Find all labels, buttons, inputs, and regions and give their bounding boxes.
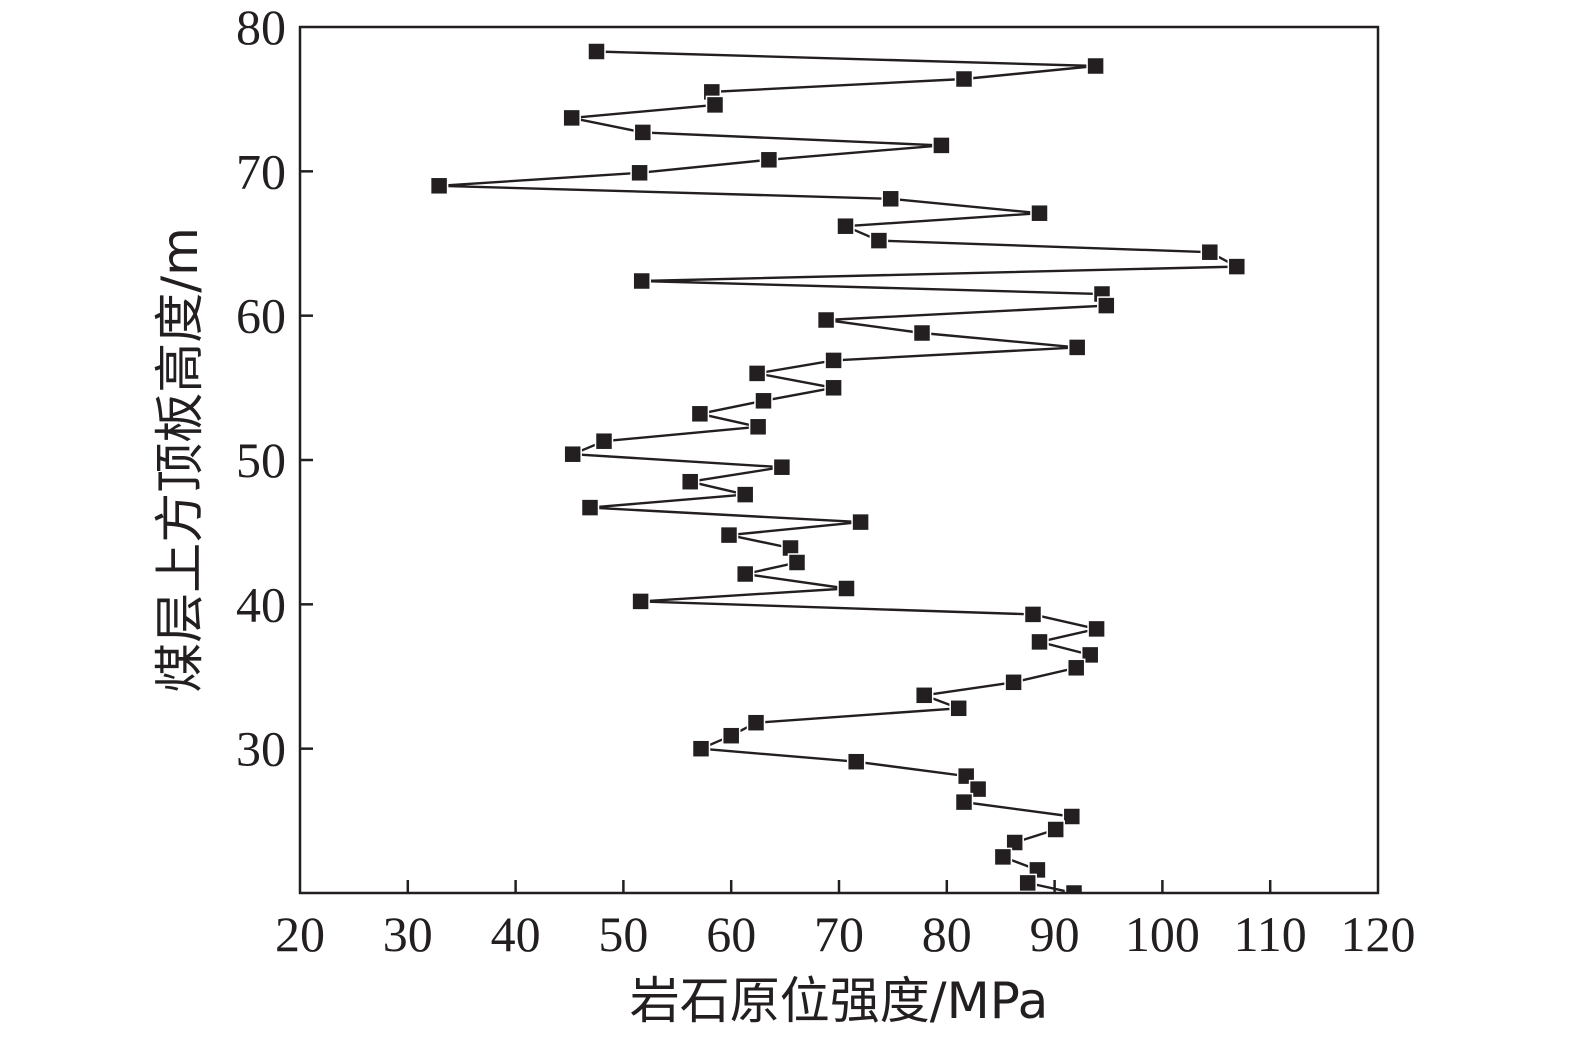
data-point-0-33 — [735, 485, 755, 504]
data-point-0-55 — [968, 779, 988, 799]
data-point-0-59 — [1005, 833, 1024, 852]
axes: 20 30 40 50 60 70 80 90 100 110 120 30 40 50 60 70 80 — [236, 0, 1416, 962]
data-point-0-16 — [1227, 257, 1247, 276]
x-tick-label-7: 90 — [1030, 906, 1080, 962]
data-point-0-52 — [691, 739, 711, 758]
data-point-0-41 — [631, 592, 650, 611]
data-point-0-5 — [562, 108, 581, 128]
data-point-0-32 — [680, 472, 700, 491]
data-point-0-6 — [633, 123, 653, 142]
data-point-0-51 — [721, 726, 741, 745]
x-tick-label-4: 60 — [706, 906, 756, 962]
data-point-0-43 — [1087, 619, 1106, 639]
data-point-0-19 — [1097, 296, 1116, 315]
data-point-0-30 — [563, 444, 582, 464]
data-point-0-14 — [869, 231, 889, 250]
plot-area — [429, 42, 1247, 893]
data-point-0-2 — [954, 69, 974, 89]
data-point-0-24 — [747, 364, 767, 383]
data-point-0-47 — [1004, 673, 1023, 692]
data-point-0-25 — [824, 378, 843, 398]
data-point-0-40 — [837, 579, 856, 598]
data-point-0-31 — [772, 457, 792, 477]
data-point-0-60 — [993, 847, 1013, 867]
data-point-0-10 — [429, 176, 449, 196]
x-tick-label-5: 70 — [814, 906, 864, 962]
x-tick-label-9: 110 — [1234, 906, 1307, 962]
data-point-0-8 — [759, 150, 779, 170]
data-point-0-17 — [632, 271, 651, 291]
data-point-0-27 — [690, 404, 710, 424]
x-tick-label-2: 40 — [491, 906, 541, 962]
data-point-0-0 — [587, 42, 606, 61]
series-line — [439, 50, 1242, 893]
data-point-0-45 — [1080, 645, 1100, 665]
data-point-0-53 — [846, 752, 866, 771]
data-point-0-20 — [816, 310, 836, 330]
data-point-0-29 — [594, 431, 614, 451]
data-point-0-7 — [932, 136, 951, 155]
y-tick-label-1: 40 — [236, 576, 286, 632]
data-point-0-57 — [1062, 807, 1082, 826]
data-point-0-48 — [914, 686, 934, 705]
data-point-0-21 — [912, 323, 932, 343]
data-point-0-62 — [1018, 873, 1037, 893]
data-point-0-42 — [1023, 605, 1043, 624]
data-point-0-9 — [630, 163, 649, 183]
x-tick-label-3: 50 — [598, 906, 648, 962]
data-point-0-26 — [754, 391, 773, 411]
data-point-0-22 — [1067, 338, 1087, 357]
data-point-0-12 — [1030, 203, 1049, 223]
x-tick-label-8: 100 — [1125, 906, 1200, 962]
data-point-0-13 — [836, 216, 855, 236]
data-point-0-50 — [746, 713, 766, 732]
data-point-0-58 — [1046, 820, 1065, 839]
x-tick-label-0: 20 — [275, 906, 325, 962]
data-point-0-39 — [735, 564, 755, 584]
data-point-0-15 — [1200, 242, 1220, 262]
data-point-0-11 — [881, 189, 900, 209]
y-tick-label-2: 50 — [236, 432, 286, 488]
x-tick-label-6: 80 — [922, 906, 972, 962]
data-point-0-56 — [954, 792, 974, 812]
y-tick-label-4: 70 — [236, 143, 286, 199]
data-point-0-34 — [580, 498, 600, 517]
data-point-0-28 — [748, 417, 768, 437]
data-point-0-49 — [949, 699, 968, 718]
data-point-0-38 — [787, 553, 807, 572]
data-series — [429, 42, 1247, 893]
x-tick-label-10: 120 — [1341, 906, 1416, 962]
plot-frame — [298, 25, 1380, 895]
data-point-0-63 — [1064, 883, 1084, 893]
data-point-0-44 — [1030, 632, 1049, 652]
data-point-0-36 — [719, 525, 739, 545]
data-point-0-46 — [1066, 658, 1086, 678]
y-axis-title: 煤层上方顶板高度/m — [151, 227, 209, 693]
y-tick-label-3: 60 — [236, 288, 286, 344]
data-point-0-1 — [1086, 56, 1105, 76]
data-point-0-4 — [705, 95, 725, 115]
y-tick-label-5: 80 — [236, 0, 286, 55]
data-point-0-35 — [851, 512, 870, 532]
y-tick-label-0: 30 — [236, 721, 286, 777]
x-axis-title: 岩石原位强度/MPa — [630, 972, 1049, 1030]
x-tick-label-1: 30 — [383, 906, 433, 962]
data-point-0-23 — [824, 351, 843, 370]
